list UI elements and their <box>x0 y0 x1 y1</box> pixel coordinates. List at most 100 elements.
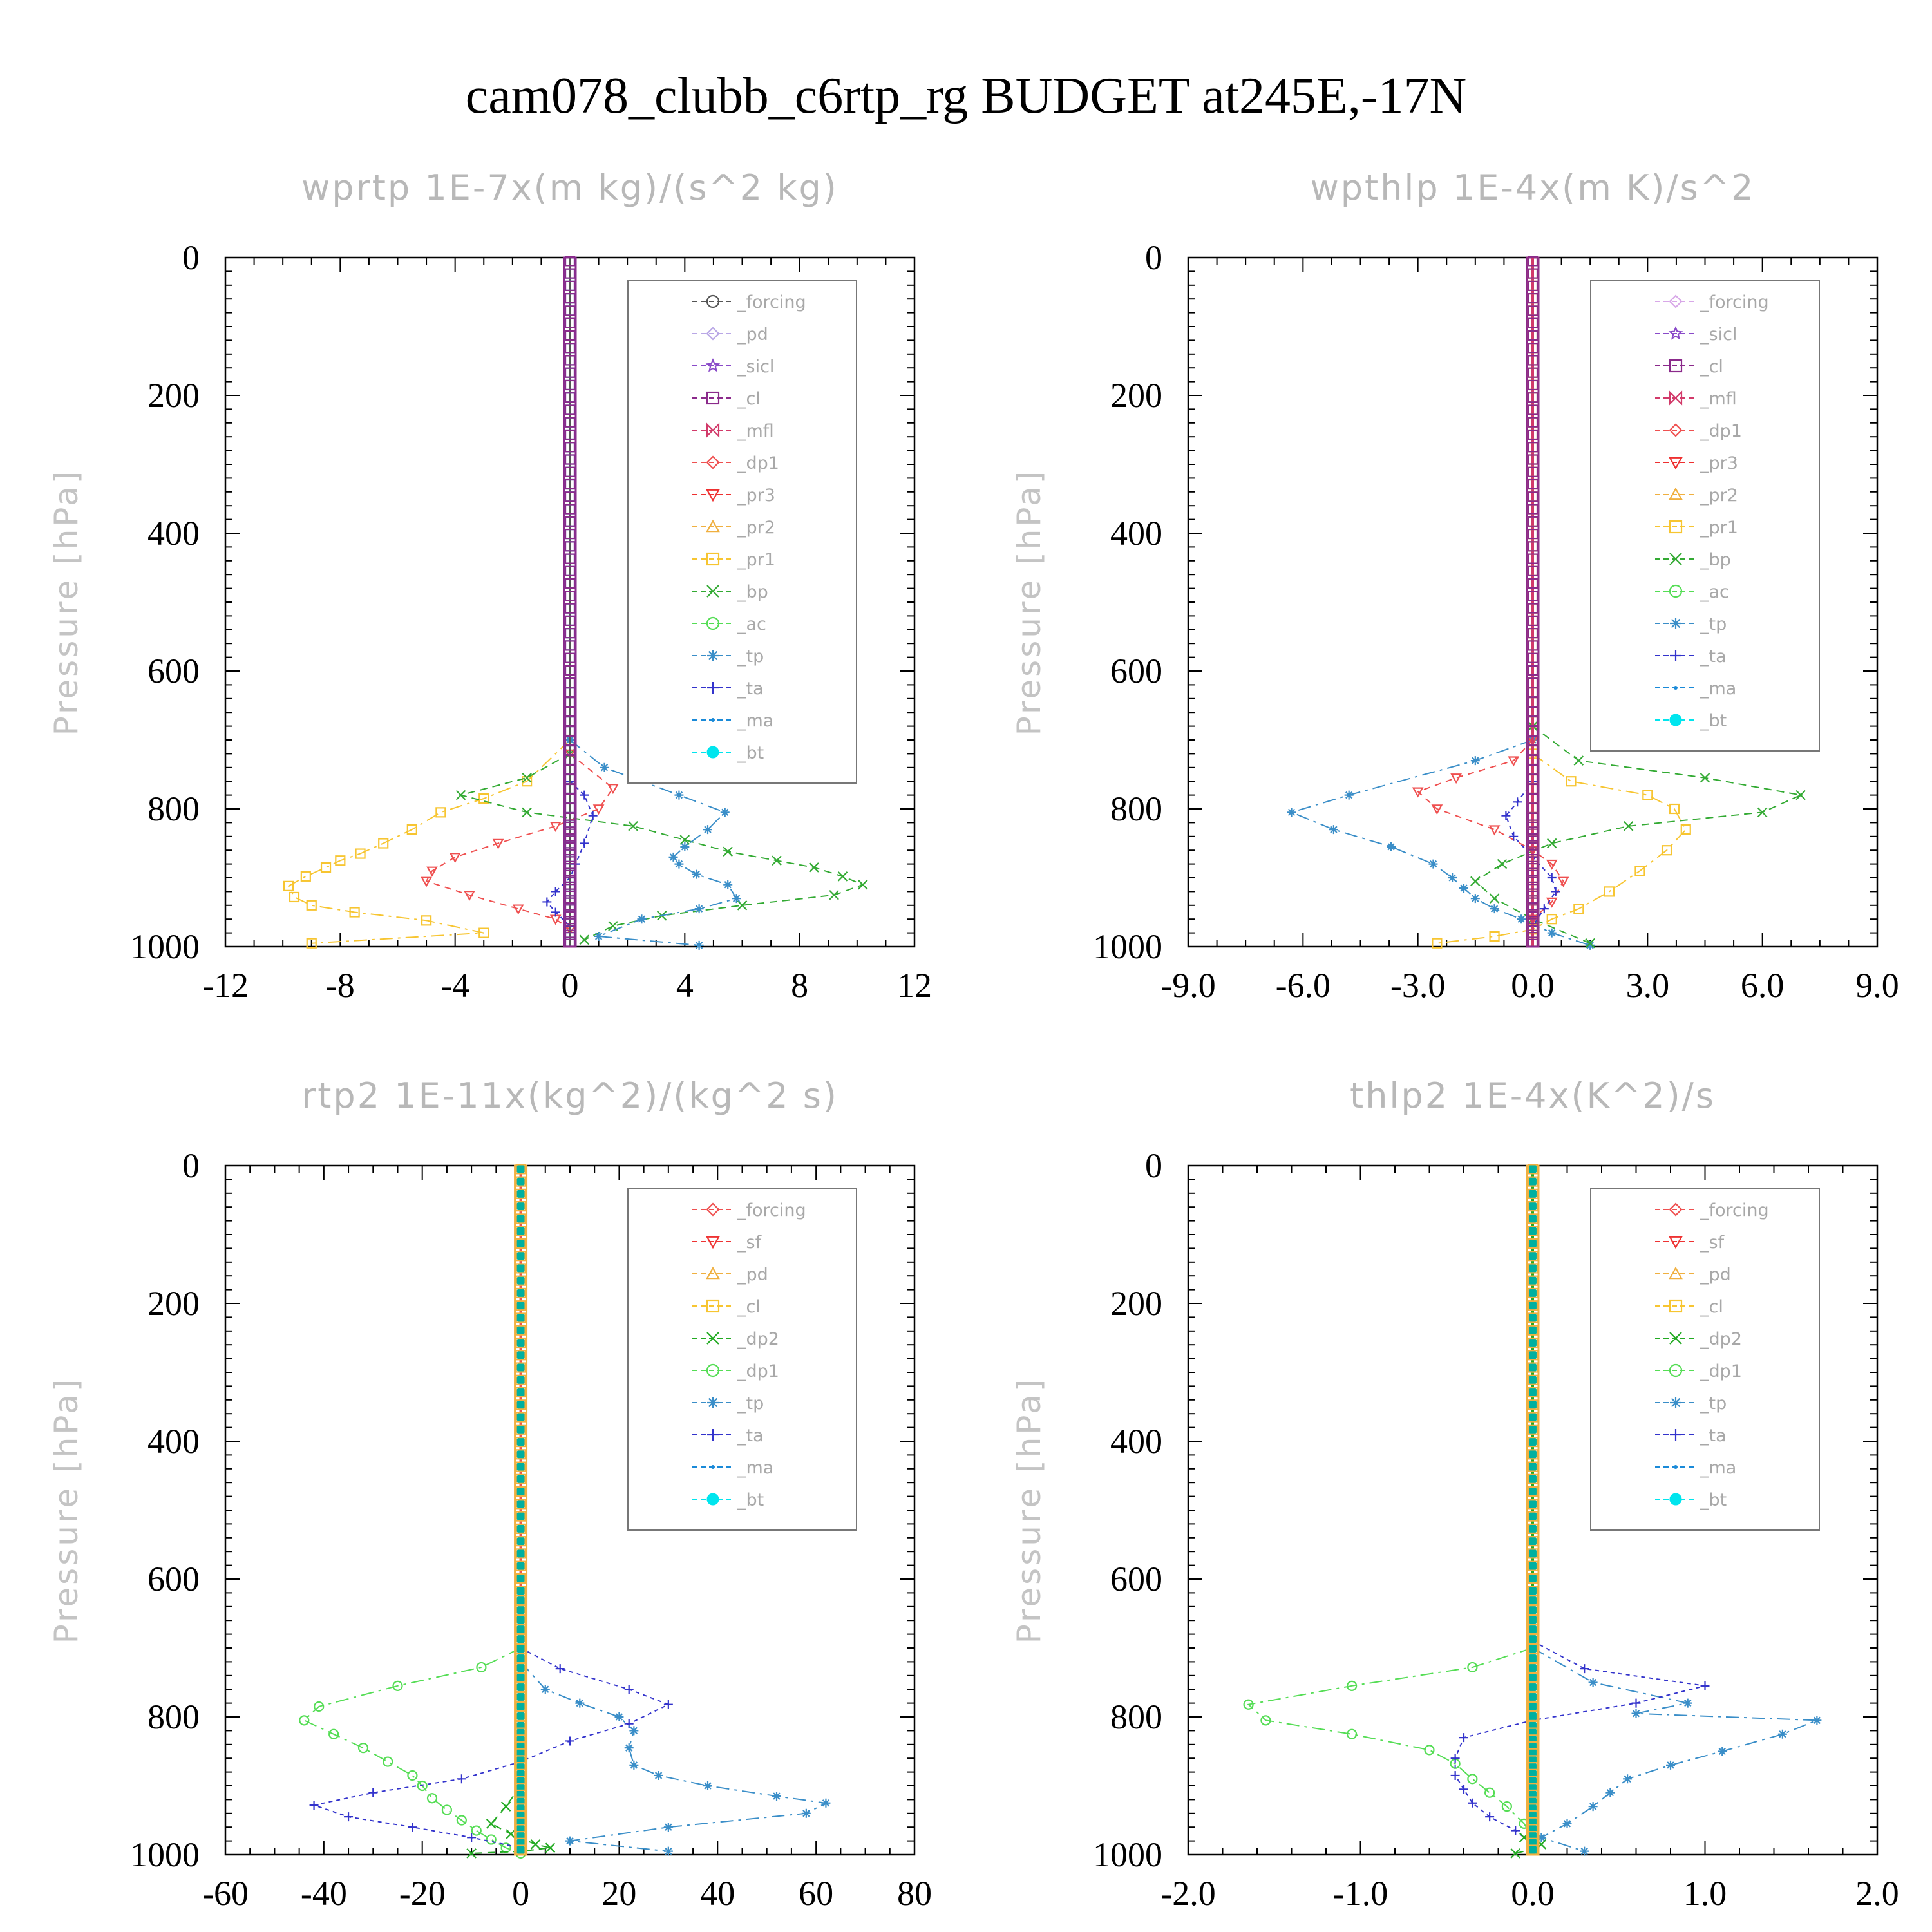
y-axis-label: Pressure [hPa] <box>48 469 85 736</box>
zero-point <box>516 1226 526 1236</box>
x-tick-label: 20 <box>601 1874 636 1913</box>
zero-point <box>1527 840 1539 851</box>
data-point <box>1468 1798 1477 1808</box>
data-point <box>486 1834 497 1845</box>
data-point <box>1450 1770 1460 1780</box>
zero-point <box>1528 1437 1538 1447</box>
data-point <box>551 887 560 896</box>
zero-point <box>564 578 576 589</box>
zero-point <box>516 1363 526 1373</box>
data-point <box>456 1815 467 1826</box>
legend: _forcing _sicl _cl _mfl _dp1 _pr3 _pr2 _pr1 _bp _… <box>1590 280 1820 752</box>
data-point <box>357 1743 369 1754</box>
data-point <box>580 790 589 800</box>
legend-label: _ac <box>737 614 766 634</box>
zero-point <box>1528 1213 1538 1224</box>
zero-point <box>1528 1164 1538 1174</box>
data-point <box>1631 1709 1641 1718</box>
panel-3: rtp2 1E-11x(kg^2)/(kg^2 s) Pressure [hPa]… <box>48 1075 932 1913</box>
zero-point <box>564 268 576 279</box>
data-point <box>542 897 552 907</box>
zero-point <box>1527 1337 1539 1349</box>
zero-point <box>1528 1325 1538 1336</box>
zero-point <box>1527 909 1539 920</box>
x-tick-label: -6.0 <box>1276 966 1331 1005</box>
zero-point <box>1528 1692 1538 1702</box>
legend-entry: _ta <box>1655 647 1727 667</box>
data-point <box>1642 790 1653 800</box>
legend-label: _cl <box>737 389 761 409</box>
y-tick-label: 800 <box>1110 1698 1162 1736</box>
data-point <box>309 1800 319 1810</box>
data-point <box>471 1825 482 1836</box>
zero-point <box>1527 553 1539 564</box>
zero-point <box>564 565 576 576</box>
zero-point <box>1527 929 1539 940</box>
x-tick-label: 4 <box>676 966 694 1005</box>
data-point <box>1501 811 1511 820</box>
legend-label: _cl <box>1700 1297 1723 1317</box>
legend-marker <box>1669 1202 1683 1217</box>
legend-entry: _ma <box>1655 1458 1736 1478</box>
data-point <box>614 1712 624 1721</box>
y-axis-label: Pressure [hPa] <box>48 1377 85 1644</box>
legend-entry: _pr2 <box>1655 486 1738 506</box>
x-tick-label: 1.0 <box>1683 1874 1727 1913</box>
zero-point <box>515 1374 526 1385</box>
data-point <box>772 1792 781 1801</box>
data-point <box>629 1760 639 1770</box>
y-tick-label: 800 <box>147 1698 200 1736</box>
series-line <box>1474 725 1803 944</box>
zero-point <box>515 1300 526 1311</box>
data-point <box>1546 914 1557 925</box>
zero-point <box>564 860 576 871</box>
data-point <box>1777 1729 1787 1739</box>
zero-point <box>1527 881 1539 893</box>
zero-point <box>1527 317 1539 328</box>
data-point <box>1485 1812 1495 1822</box>
data-point <box>624 1743 634 1753</box>
zero-point <box>515 1275 526 1286</box>
data-point <box>588 811 598 820</box>
zero-point <box>1527 888 1539 899</box>
legend-entry: _pd <box>692 325 768 345</box>
zero-point <box>1527 578 1539 589</box>
legend-marker <box>711 718 715 722</box>
y-tick-label: 400 <box>147 1422 200 1461</box>
data-point <box>1448 873 1457 882</box>
data-point <box>1432 938 1443 949</box>
zero-point <box>515 1287 526 1299</box>
data-point <box>1588 1678 1598 1687</box>
zero-point <box>1528 1524 1538 1534</box>
zero-point <box>1528 1586 1538 1596</box>
data-point <box>692 869 701 879</box>
series-tp <box>1528 1643 1822 1856</box>
data-point <box>555 1664 565 1674</box>
panel-4: thlp2 1E-4x(K^2)/s Pressure [hPa] -2.0 -1.0… <box>1010 1075 1899 1913</box>
data-point <box>299 1715 310 1726</box>
data-point <box>1428 859 1438 869</box>
zero-point <box>1528 1251 1538 1261</box>
x-tick-label: -9.0 <box>1160 966 1215 1005</box>
legend-label: _ta <box>737 679 764 699</box>
zero-point <box>515 1436 526 1448</box>
data-point <box>540 1685 550 1694</box>
zero-point <box>1527 1238 1539 1249</box>
data-point <box>545 1842 556 1853</box>
zero-point <box>515 1238 526 1249</box>
series-line <box>1454 1640 1705 1845</box>
legend-box <box>627 280 857 784</box>
zero-point <box>1527 1362 1539 1373</box>
data-point <box>1812 1716 1822 1725</box>
zero-point <box>516 1474 526 1484</box>
legend-label: _pr2 <box>737 518 775 538</box>
data-point <box>1470 756 1480 766</box>
y-tick-label: 600 <box>147 652 200 690</box>
zero-point <box>516 1325 526 1336</box>
zero-point <box>564 478 576 490</box>
data-point <box>607 784 619 795</box>
zero-point <box>564 603 576 614</box>
y-tick-label: 800 <box>147 790 200 828</box>
data-point <box>1347 1728 1358 1739</box>
data-point <box>306 900 317 911</box>
